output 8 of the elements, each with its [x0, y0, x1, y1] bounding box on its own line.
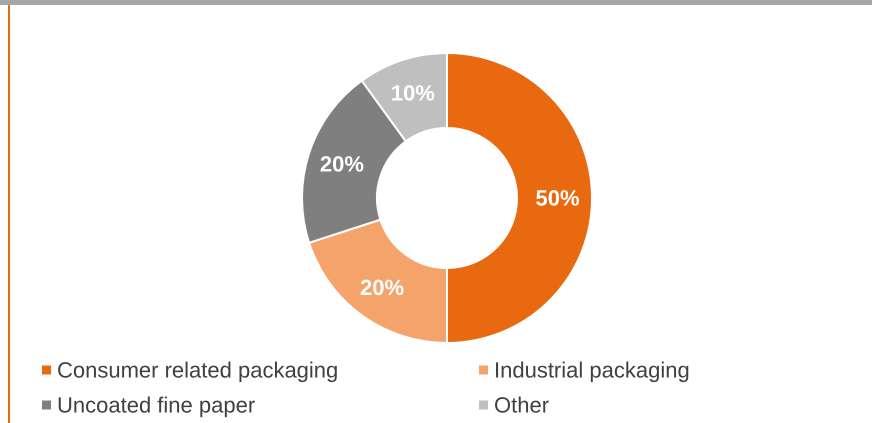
- data-label: 50%: [535, 186, 580, 210]
- data-label: 20%: [360, 274, 404, 300]
- data-label: 20%: [320, 151, 364, 176]
- legend-label: Other: [494, 392, 550, 418]
- legend-label: Industrial packaging: [494, 358, 690, 382]
- legend-label: Uncoated fine paper: [57, 392, 256, 418]
- legend-label: Consumer related packaging: [57, 358, 338, 382]
- data-label: 10%: [390, 80, 435, 106]
